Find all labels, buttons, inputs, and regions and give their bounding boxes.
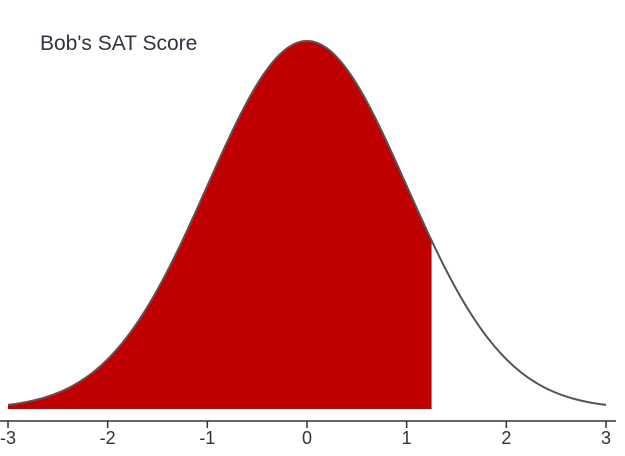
x-tick-label: 2 <box>501 428 511 448</box>
density-curve <box>7 39 607 406</box>
x-tick-label: -2 <box>100 428 116 448</box>
x-tick-label: -3 <box>0 428 16 448</box>
chart-title: Bob's SAT Score <box>40 32 197 55</box>
x-tick-label: 1 <box>402 428 412 448</box>
shaded-area <box>8 41 432 409</box>
x-tick-label: -1 <box>199 428 215 448</box>
x-tick-label: 0 <box>302 428 312 448</box>
x-tick-label: 3 <box>601 428 611 448</box>
x-axis-ticks: -3 -2 -1 0 1 2 3 <box>0 421 611 448</box>
